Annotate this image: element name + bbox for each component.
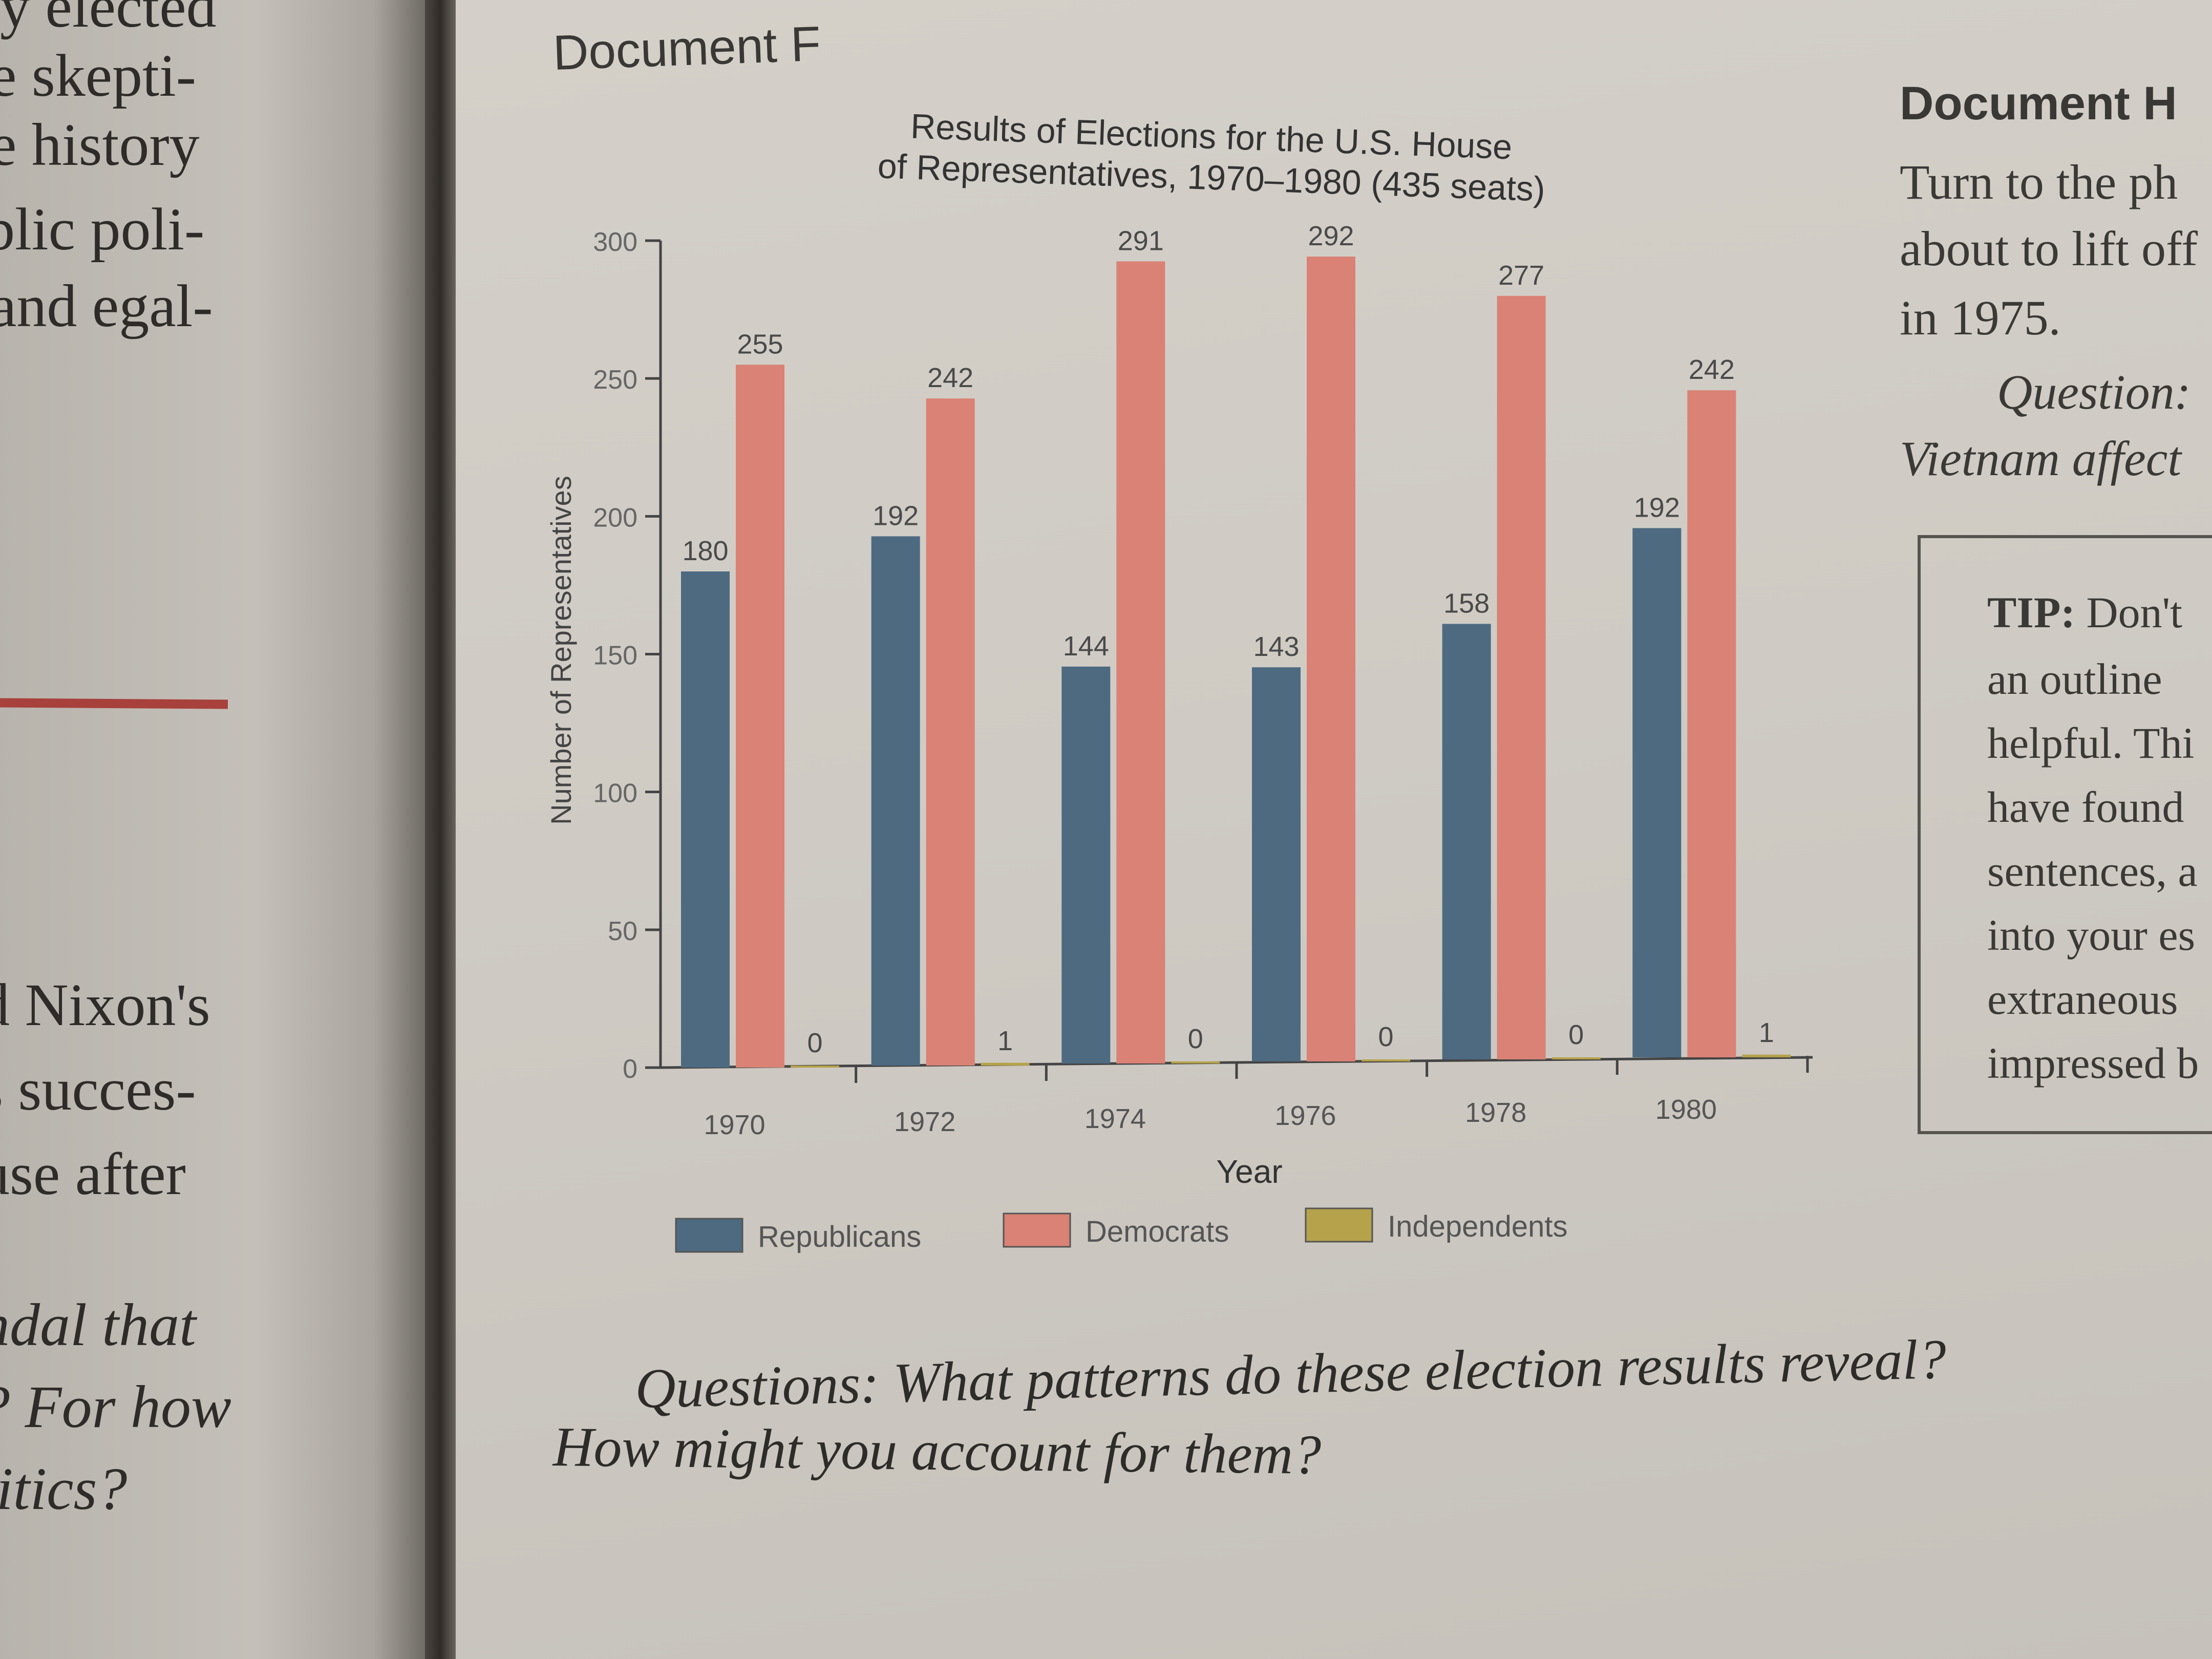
y-tick-label: 100 (593, 779, 637, 809)
y-axis-label: Number of Representatives (545, 476, 577, 825)
left-page-text: litics? (0, 1455, 127, 1522)
bar-independents-1972 (981, 1062, 1030, 1066)
election-bar-chart: Results of Elections for the U.S. Houseo… (545, 107, 1813, 1253)
bar-republicans-1980 (1632, 528, 1682, 1057)
data-label-republicans-1970: 180 (682, 536, 728, 566)
tip-text: an outline (1987, 654, 2162, 704)
tip-first-text: Don't (2086, 588, 2183, 637)
data-label-republicans-1980: 192 (1634, 492, 1680, 523)
data-label-democrats-1980: 242 (1689, 354, 1735, 385)
bar-republicans-1972 (871, 536, 920, 1066)
x-tick-label: 1972 (894, 1107, 955, 1137)
questions-line-1: Questions: What patterns do these electi… (634, 1327, 1947, 1420)
document-h-text: about to lift off (1900, 221, 2198, 276)
tip-label: TIP: (1987, 588, 2075, 637)
bar-republicans-1970 (681, 571, 730, 1068)
tip-text: helpful. Thi (1987, 718, 2195, 768)
bar-republicans-1978 (1442, 624, 1491, 1059)
left-page-text: d Nixon's (0, 971, 210, 1038)
data-label-independents-1976: 0 (1378, 1022, 1393, 1052)
left-page-text: blic poli- (0, 196, 205, 263)
data-label-republicans-1978: 158 (1443, 588, 1490, 619)
bar-republicans-1976 (1252, 667, 1301, 1061)
legend-swatch-republicans (675, 1218, 743, 1253)
left-page-text: e history (0, 111, 200, 178)
bar-democrats-1970 (736, 365, 784, 1068)
bar-democrats-1974 (1116, 261, 1165, 1064)
left-page-rule (0, 698, 228, 709)
x-tick-label: 1976 (1274, 1100, 1336, 1131)
data-label-democrats-1970: 255 (737, 329, 783, 359)
x-tick-label: 1974 (1084, 1103, 1146, 1134)
legend-label-republicans: Republicans (758, 1220, 921, 1253)
document-h-question: Vietnam affect (1900, 431, 2182, 486)
y-tick-label: 250 (593, 365, 637, 395)
bar-independents-1976 (1362, 1059, 1410, 1061)
data-label-independents-1970: 0 (807, 1028, 822, 1058)
left-page-text: s succes- (0, 1056, 196, 1123)
document-h-label: Document H (1900, 77, 2177, 130)
left-page-text: e skepti- (0, 42, 197, 109)
document-h-text: in 1975. (1900, 290, 2061, 345)
data-label-independents-1974: 0 (1188, 1024, 1203, 1054)
data-label-independents-1980: 1 (1759, 1017, 1774, 1048)
data-label-democrats-1976: 292 (1308, 221, 1354, 251)
x-tick-label: 1978 (1465, 1097, 1526, 1128)
bar-independents-1980 (1742, 1054, 1791, 1057)
questions-line-2: How might you account for them? (552, 1415, 1322, 1486)
tip-box: TIP: Don't an outline helpful. Thi have … (1918, 535, 2212, 1134)
legend-label-democrats: Democrats (1086, 1215, 1229, 1248)
legend-swatch-independents (1305, 1207, 1373, 1243)
bar-independents-1974 (1171, 1061, 1220, 1064)
y-tick-label: 200 (593, 503, 637, 533)
data-label-independents-1978: 0 (1568, 1019, 1584, 1050)
book-gutter (425, 0, 456, 1659)
legend-swatch-democrats (1003, 1213, 1071, 1248)
bar-democrats-1976 (1307, 257, 1355, 1062)
y-tick-label: 0 (623, 1054, 637, 1084)
tip-first-line: TIP: Don't (1987, 587, 2182, 638)
bar-independents-1970 (791, 1066, 839, 1068)
document-h-question: Question: (1997, 365, 2191, 419)
left-page-text: ndal that (0, 1291, 196, 1358)
data-label-republicans-1974: 144 (1063, 631, 1109, 662)
right-page: Document F Document H Turn to the ph abo… (456, 0, 2212, 1659)
legend-label-independents: Independents (1388, 1210, 1568, 1243)
bar-independents-1978 (1551, 1057, 1601, 1059)
tip-text: impressed b (1987, 1038, 2199, 1088)
x-tick-label: 1980 (1655, 1094, 1717, 1125)
data-label-republicans-1976: 143 (1253, 631, 1299, 662)
data-label-republicans-1972: 192 (873, 500, 919, 531)
x-axis-label: Year (1216, 1153, 1282, 1190)
y-tick-label: 150 (593, 641, 637, 671)
left-page-text: and egal- (0, 272, 213, 339)
bar-democrats-1980 (1687, 390, 1736, 1057)
data-label-democrats-1974: 291 (1118, 225, 1164, 256)
data-label-democrats-1972: 242 (927, 363, 973, 393)
bar-democrats-1978 (1497, 295, 1546, 1059)
left-page-text: ? For how (0, 1373, 231, 1440)
tip-text: into your es (1987, 910, 2196, 960)
data-label-democrats-1978: 277 (1498, 260, 1544, 291)
left-page-text: use after (0, 1140, 186, 1207)
left-page-text: y elected (0, 0, 217, 40)
left-page: y elected e skepti- e history blic poli-… (0, 0, 425, 1659)
bar-democrats-1972 (926, 398, 975, 1066)
tip-text: extraneous (1987, 974, 2178, 1024)
bar-republicans-1974 (1061, 666, 1111, 1064)
data-label-independents-1972: 1 (997, 1026, 1013, 1056)
tip-text: sentences, a (1987, 846, 2198, 896)
y-tick-label: 50 (608, 917, 637, 946)
document-h-text: Turn to the ph (1900, 155, 2178, 209)
x-tick-label: 1970 (704, 1110, 765, 1140)
y-tick-label: 300 (593, 227, 637, 257)
tip-text: have found (1987, 782, 2184, 832)
